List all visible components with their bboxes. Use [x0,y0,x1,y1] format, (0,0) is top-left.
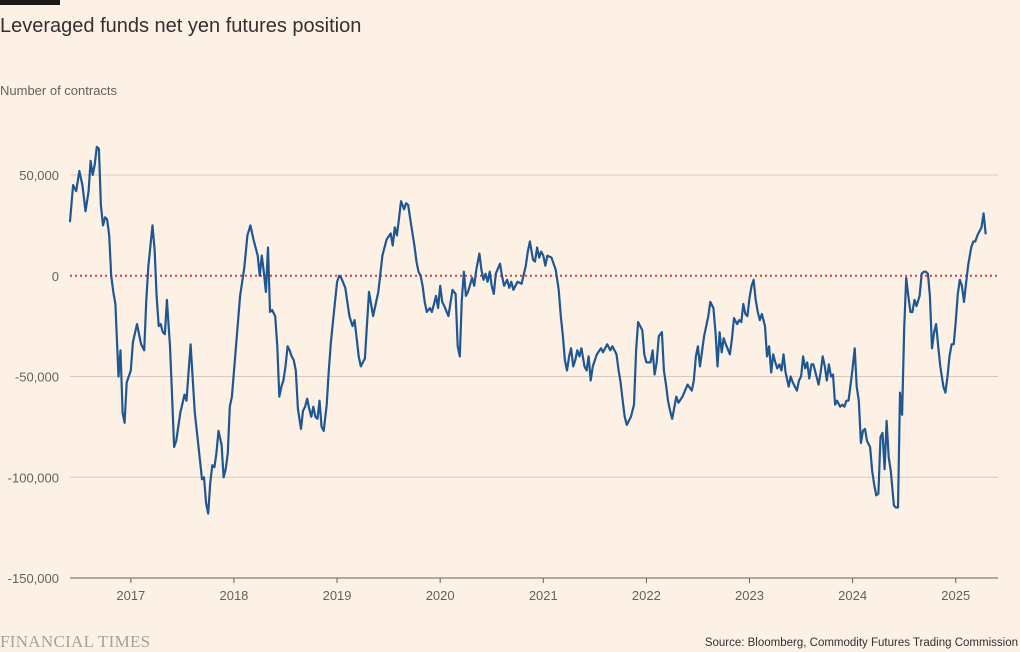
x-tick-label: 2022 [632,588,661,603]
source-note: Source: Bloomberg, Commodity Futures Tra… [704,637,1018,649]
x-tick-label: 2019 [323,588,352,603]
y-tick-label: 50,000 [19,168,59,183]
ft-logo: FINANCIAL TIMES [0,632,151,651]
y-axis-unit-label: Number of contracts [0,83,118,98]
y-tick-label: 0 [52,269,59,284]
y-tick-label: -50,000 [15,370,59,385]
x-tick-label: 2025 [941,588,970,603]
chart-title: Leveraged funds net yen futures position [0,15,362,37]
x-tick-label: 2024 [838,588,867,603]
x-tick-label: 2020 [426,588,455,603]
y-tick-label: -100,000 [8,470,59,485]
y-tick-label: -150,000 [8,571,59,586]
x-tick-label: 2018 [219,588,248,603]
x-tick-label: 2023 [735,588,764,603]
brand-bar [0,0,60,5]
x-tick-label: 2021 [529,588,558,603]
x-tick-label: 2017 [116,588,145,603]
series-line [68,145,987,515]
